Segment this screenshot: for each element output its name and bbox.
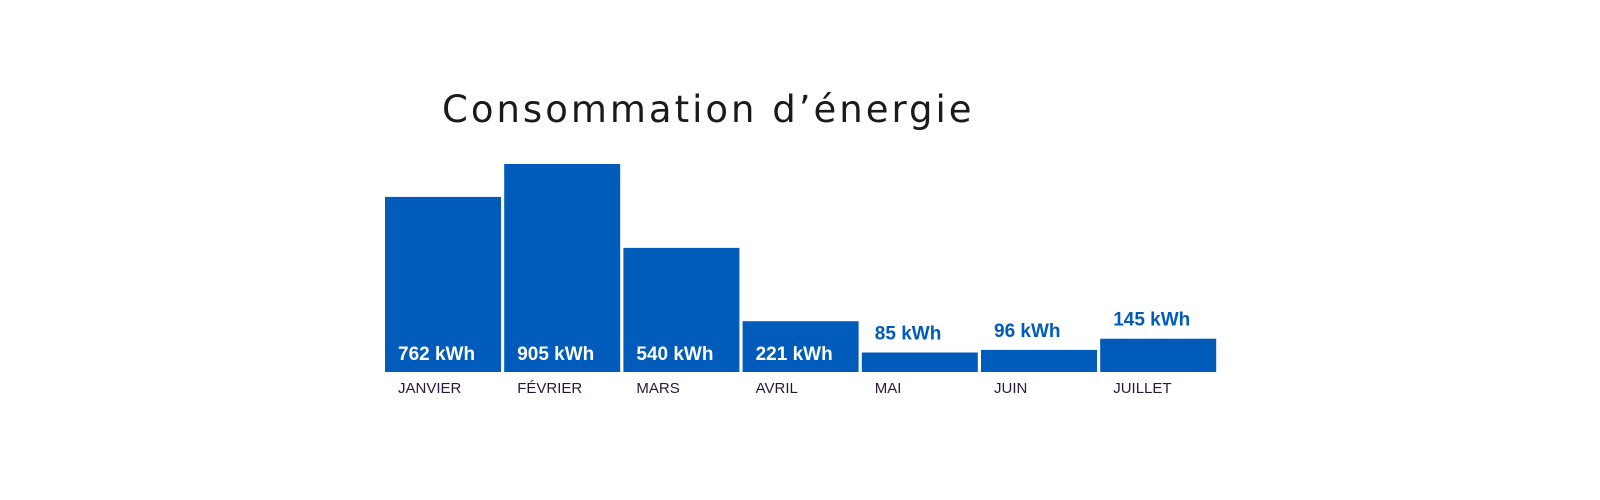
value-label: 905 kWh: [517, 344, 594, 365]
value-label: 221 kWh: [756, 344, 833, 365]
category-label: AVRIL: [756, 380, 798, 397]
category-label: MARS: [636, 380, 679, 397]
bar-avril: [742, 321, 859, 372]
bar-février: [504, 164, 621, 372]
value-label: 145 kWh: [1113, 310, 1190, 331]
value-label: 540 kWh: [636, 344, 713, 365]
bar-mars: [623, 247, 740, 372]
bar-mai: [861, 352, 978, 372]
category-label: FÉVRIER: [517, 380, 582, 397]
value-label: 96 kWh: [994, 321, 1061, 342]
category-label: JUILLET: [1113, 380, 1171, 397]
bar-juillet: [1100, 338, 1217, 372]
category-label: JUIN: [994, 380, 1027, 397]
bar-janvier: [385, 196, 501, 372]
value-label: 762 kWh: [398, 344, 475, 365]
category-label: MAI: [875, 380, 902, 397]
category-label: JANVIER: [398, 380, 462, 397]
chart-title: Consommation d’énergie: [442, 88, 975, 131]
bar-juin: [981, 349, 1097, 372]
value-label: 85 kWh: [875, 324, 942, 345]
